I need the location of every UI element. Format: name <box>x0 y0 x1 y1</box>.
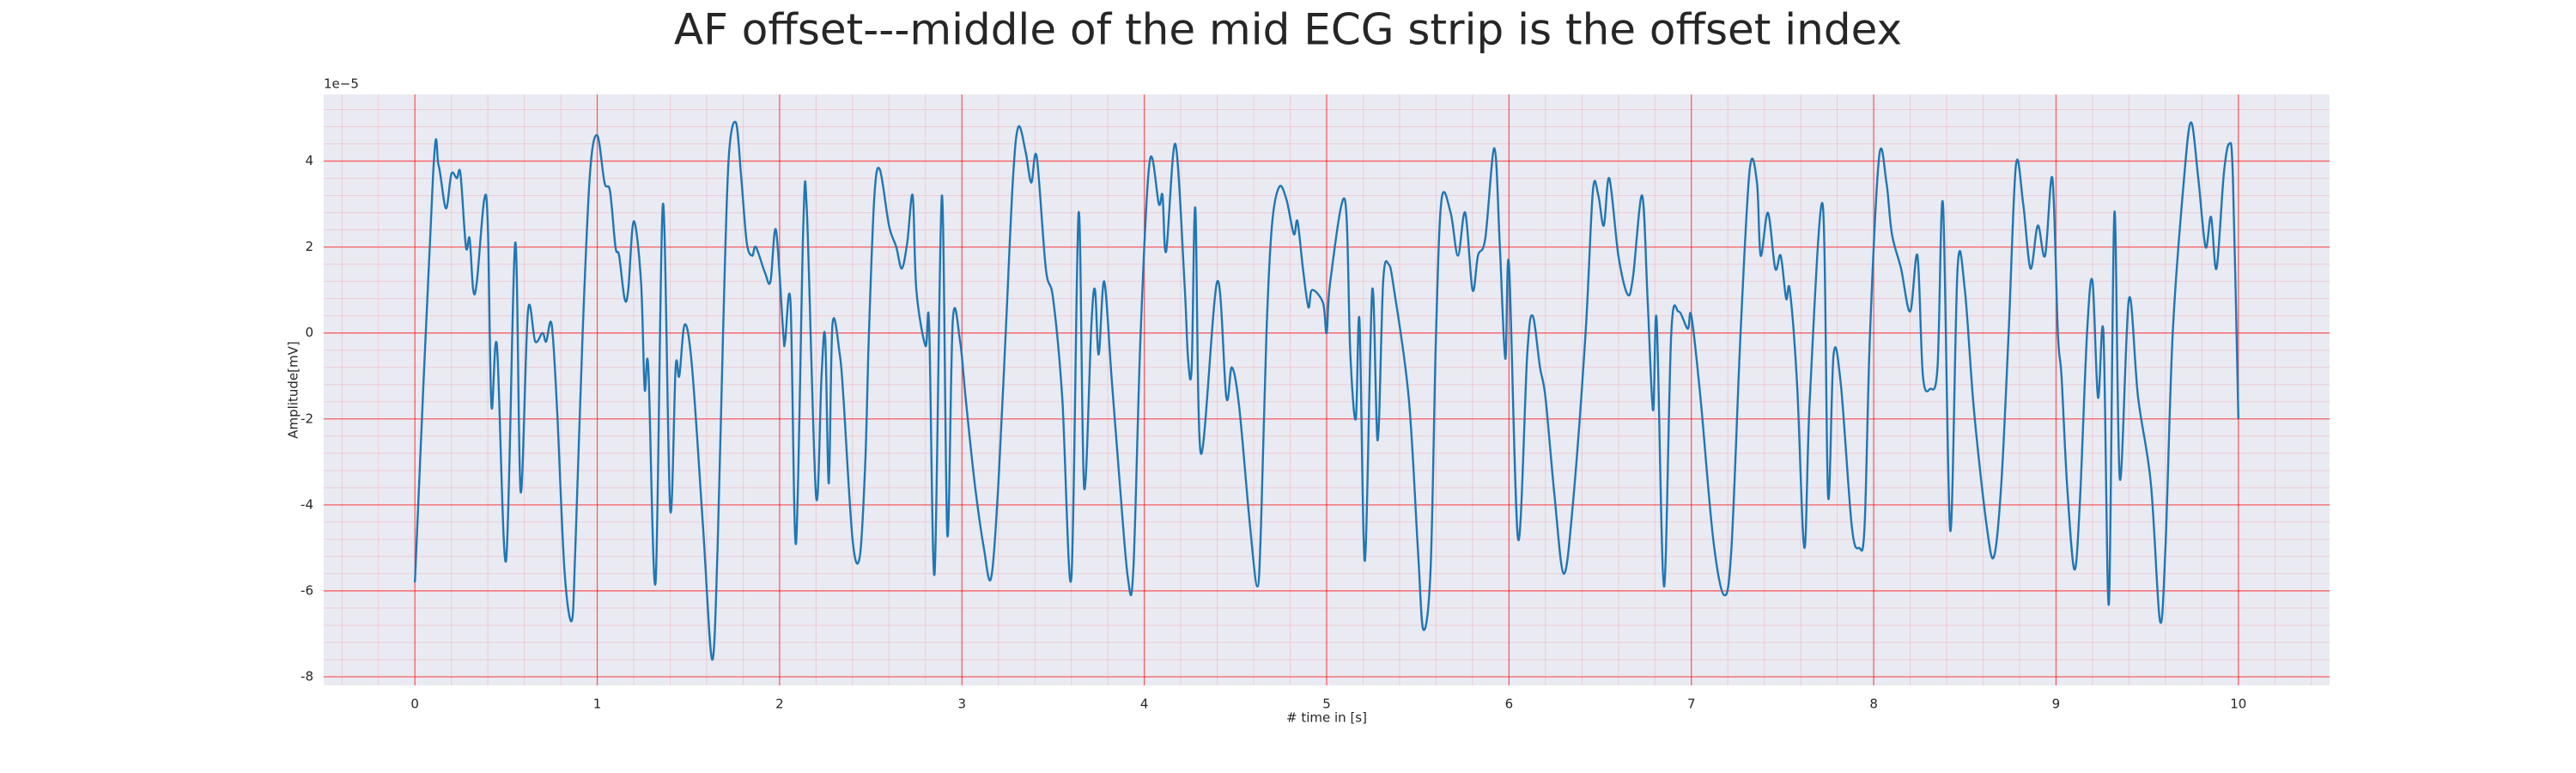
ecg-line <box>413 120 2240 661</box>
y-tick-label: -4 <box>301 496 313 512</box>
x-tick-label: 1 <box>593 697 602 712</box>
y-tick-label: 0 <box>305 325 313 340</box>
y-tick-label: -6 <box>301 582 313 598</box>
x-tick-label: 10 <box>2230 697 2246 712</box>
chart-title: AF offset---middle of the mid ECG strip … <box>674 5 1902 55</box>
x-tick-label: 7 <box>1687 697 1696 712</box>
x-tick-label: 3 <box>957 697 966 712</box>
x-tick-label: 2 <box>775 697 784 712</box>
y-tick-label: 2 <box>305 239 313 254</box>
x-tick-label: 8 <box>1869 697 1878 712</box>
y-offset-label: 1e−5 <box>324 76 359 92</box>
y-tick-label: -8 <box>301 668 313 684</box>
y-axis-label: Amplitude[mV] <box>286 341 301 438</box>
x-tick-label: 0 <box>410 697 419 712</box>
y-tick-label: -2 <box>301 411 313 426</box>
x-tick-label: 4 <box>1140 697 1149 712</box>
x-tick-label: 5 <box>1322 697 1331 712</box>
x-tick-label: 6 <box>1505 697 1514 712</box>
major-grid <box>324 94 2330 685</box>
x-tick-label: 9 <box>2052 697 2061 712</box>
x-axis-label: # time in [s] <box>1286 710 1367 726</box>
y-tick-label: 4 <box>305 153 313 168</box>
